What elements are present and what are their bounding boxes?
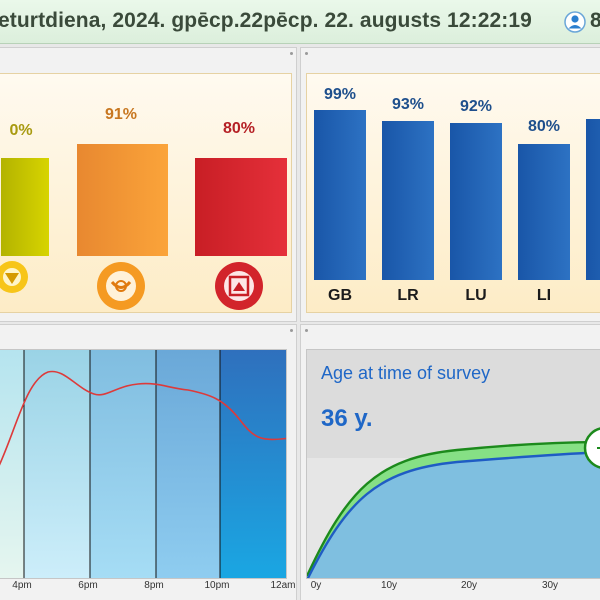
daily-x-tick: 12am: [270, 580, 296, 591]
age-x-tick: 30y: [541, 580, 559, 591]
organ-bar-lr: [382, 121, 434, 280]
organ-value-label: 93%: [391, 96, 425, 113]
age-x-tick: 0y: [310, 580, 322, 591]
daily-x-tick: 8pm: [144, 580, 164, 591]
age-title: Age at time of survey: [321, 363, 491, 383]
organ-category-label: LI: [536, 287, 552, 304]
organ-category-label: LR: [397, 287, 419, 304]
daily-chart-svg: [0, 350, 286, 578]
age-area: [308, 452, 600, 578]
chakra-bar-sacral: [77, 144, 168, 256]
organ-category-label: LU: [465, 287, 487, 304]
organ-bar-5: [586, 119, 600, 280]
chakra-bar-solar-plexus: [1, 158, 49, 256]
daily-chart: [0, 349, 287, 579]
chakra-bar-root: [195, 158, 287, 256]
age-upper-line: [307, 440, 600, 577]
age-marker[interactable]: [583, 427, 600, 469]
user-icon[interactable]: [564, 11, 586, 33]
organ-value-label: 9: [584, 92, 600, 110]
age-chart-svg: [307, 427, 600, 578]
organ-bar-gb: [314, 110, 366, 280]
sacral-chakra-icon: [97, 262, 145, 310]
chakra-value-label: 80%: [222, 120, 256, 137]
daily-x-tick: 6pm: [78, 580, 98, 591]
header-datetime: eturtdiena, 2024. gpēcp.22pēcp. 22. augu…: [0, 9, 532, 32]
age-lower-line: [307, 451, 600, 578]
organ-bar-li: [518, 144, 570, 280]
chakra-chart: 0% 91% 80%: [0, 73, 292, 313]
age-chart: [306, 349, 600, 579]
panel-grip[interactable]: [290, 329, 293, 332]
organ-chart: 99% GB 93% LR 92% LU 80% LI 9: [306, 73, 600, 313]
daily-x-tick: 10pm: [204, 580, 230, 591]
age-x-tick: 20y: [460, 580, 478, 591]
chakra-value-label: 0%: [9, 122, 33, 139]
panel-grip[interactable]: [305, 329, 308, 332]
panel-grip[interactable]: [290, 52, 293, 55]
solar-plexus-chakra-icon: [0, 261, 28, 293]
organ-category-label: GB: [328, 287, 352, 304]
root-chakra-icon: [215, 262, 263, 310]
daily-series-line: [0, 370, 286, 466]
daily-x-tick: 4pm: [12, 580, 32, 591]
organ-value-label: 99%: [323, 86, 357, 103]
header-bar: eturtdiena, 2024. gpēcp.22pēcp. 22. augu…: [0, 0, 600, 44]
header-right-text: 8: [590, 9, 600, 32]
organ-bar-lu: [450, 123, 502, 280]
age-value: 36 y.: [321, 405, 373, 432]
age-x-tick: 10y: [380, 580, 398, 591]
age-band: [307, 442, 600, 578]
panel-grip[interactable]: [305, 52, 308, 55]
organ-value-label: 92%: [459, 98, 493, 115]
chakra-value-label: 91%: [104, 106, 138, 123]
organ-value-label: 80%: [527, 118, 561, 135]
